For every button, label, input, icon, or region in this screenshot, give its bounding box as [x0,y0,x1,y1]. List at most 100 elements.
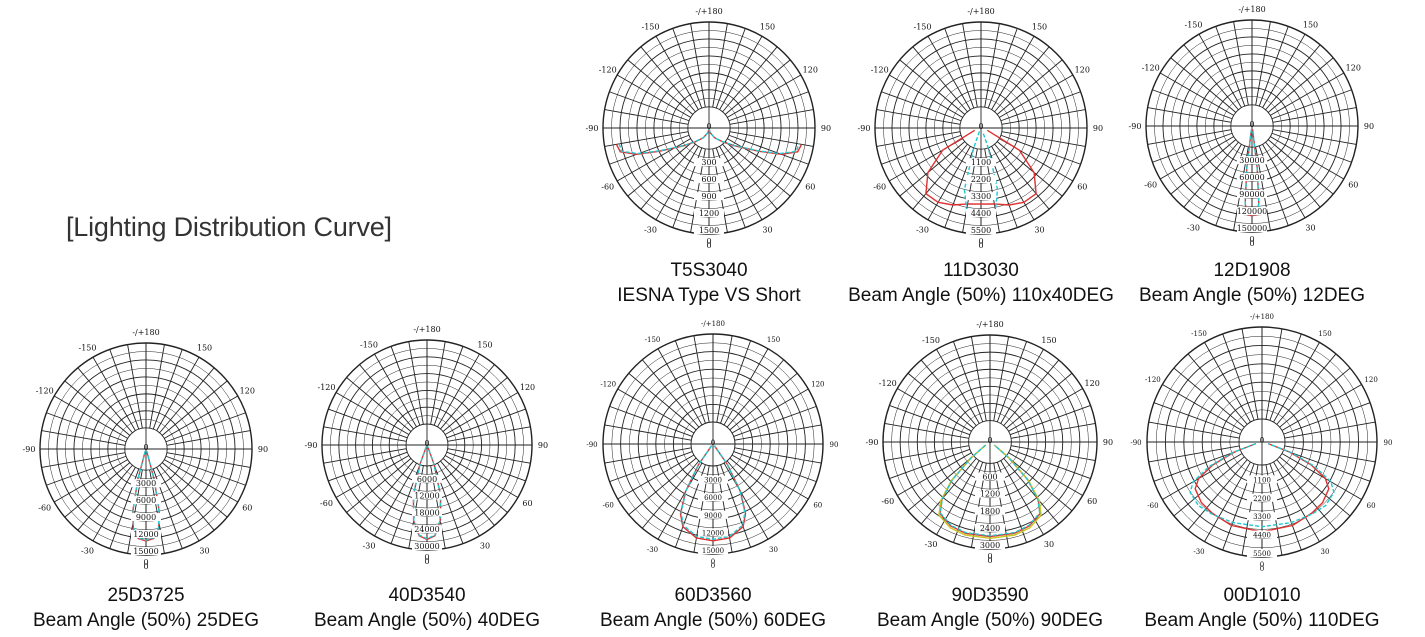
ring-value-label: 5500 [1253,550,1271,558]
ring-value-label: 300 [701,158,716,167]
angle-label: -90 [586,124,599,133]
angle-label: 0 [978,237,983,246]
model-code: 90D3590 [951,585,1029,606]
angle-label: 120 [803,66,818,75]
ring-value-label: 30000 [414,542,439,551]
angle-label: 30 [1305,223,1315,232]
ring-value-label: 3300 [1253,513,1271,521]
angle-label: 120 [1364,376,1377,384]
beam-description: Beam Angle (50%) 110DEG [1144,610,1380,631]
ring-value-label: 1500 [699,226,719,235]
angle-label: 90 [1384,439,1393,447]
angle-label: -60 [881,497,894,506]
section-heading: [Lighting Distribution Curve] [66,212,392,242]
angle-label: -30 [1193,548,1204,556]
curve-c90 [939,444,1041,537]
angle-label: 30 [199,546,209,555]
angle-label: -90 [586,441,597,449]
chart-caption: 90D3590 Beam Angle (50%) 90DEG [840,583,1140,633]
beam-description: Beam Angle (50%) 40DEG [313,610,540,631]
ring-value-label: 2200 [971,175,991,184]
angle-label: -60 [320,499,333,508]
polar-plot: -/+180 150 120 90 60 30 0 -30 -60 -90 -120 -150 0 300… [586,320,839,570]
angle-label: -120 [599,66,617,75]
polar-grid [882,334,1098,550]
angle-label: -120 [600,381,616,389]
angle-label: 60 [1087,497,1097,506]
ring-value-label: 1800 [980,507,1000,516]
angle-label: 60 [813,502,822,510]
angle-label: -90 [858,124,871,133]
curve-c90 [680,445,746,541]
ring-value-label: 15000 [702,547,724,555]
angle-label: -150 [922,336,940,345]
angle-label: -/+180 [1238,5,1265,14]
ring-value-label: 6000 [136,496,156,505]
angle-label: 0 [1260,565,1264,573]
angle-label: -90 [1130,439,1141,447]
ring-value-label: 12000 [414,492,439,501]
beam-description: Beam Angle (50%) 25DEG [32,610,259,631]
ring-value-label: 3000 [980,541,1000,550]
angle-label: -/+180 [701,320,725,328]
beam-description: Beam Angle (50%) 60DEG [599,610,826,631]
ring-value-label: 0 [711,439,715,447]
chart-caption: 00D1010 Beam Angle (50%) 110DEG [1112,583,1412,633]
angle-label: -150 [360,341,378,350]
ring-value-label: 3300 [971,192,991,201]
ring-value-label: 150000 [1237,224,1268,233]
chart-caption: 12D1908 Beam Angle (50%) 12DEG [1102,258,1402,308]
angle-label: 120 [240,387,255,396]
angle-label: 90 [258,445,268,454]
polar-grid [602,333,824,555]
polar-plot: -/+180 150 120 90 60 30 0 -30 -60 -90 -120 -150 0 110… [1130,313,1393,573]
angle-label: -30 [644,225,657,234]
ring-value-label: 60000 [1239,173,1264,182]
angle-label: 150 [767,336,780,344]
chart-caption: 25D3725 Beam Angle (50%) 25DEG [0,583,296,633]
polar-chart-12D1908: -/+180 150 120 90 60 30 0 -30 -60 -90 -120 -150 0 300… [1124,0,1380,254]
angle-label: -30 [925,540,938,549]
angle-label: -30 [81,546,94,555]
angle-label: -150 [1191,330,1207,338]
ring-value-label: 12000 [702,529,724,537]
angle-label: 60 [1367,502,1376,510]
angle-label: -60 [603,502,614,510]
ring-value-label: 30000 [1239,156,1264,165]
angle-label: 60 [805,183,815,192]
ring-value-label: 2400 [980,524,1000,533]
angle-label: 120 [811,381,824,389]
angle-label: 60 [242,504,252,513]
ring-value-label: 3000 [136,479,156,488]
angle-label: 120 [1346,64,1361,73]
model-code: 40D3540 [388,585,466,606]
model-code: 25D3725 [107,585,185,606]
ring-value-label: 18000 [414,508,439,517]
ring-value-label: 9000 [136,513,156,522]
angle-label: 90 [538,441,548,450]
angle-label: 30 [1321,548,1330,556]
curve-c0 [925,129,1037,206]
angle-label: -/+180 [413,325,440,334]
angle-label: 150 [197,344,212,353]
angle-label: 30 [480,542,490,551]
angle-label: -150 [79,344,97,353]
angle-label: -150 [914,23,932,32]
polar-chart-40D3540: -/+180 150 120 90 60 30 0 -30 -60 -90 -120 -150 0 600… [300,318,554,572]
angle-label: 90 [830,441,839,449]
ring-value-label: 1100 [971,158,991,167]
chart-caption: T5S3040 IESNA Type VS Short [559,258,859,308]
polar-chart-60D3560: -/+180 150 120 90 60 30 0 -30 -60 -90 -120 -150 0 300… [581,312,845,576]
polar-plot: -/+180 150 120 90 60 30 0 -30 -60 -90 -120 -150 0 110… [858,7,1104,250]
beam-description: Beam Angle (50%) 110x40DEG [848,285,1114,306]
angle-label: -60 [38,504,51,513]
ring-value-label: 0 [1249,120,1254,129]
angle-label: -/+180 [1250,313,1274,321]
angle-label: -90 [305,441,318,450]
beam-description: IESNA Type VS Short [617,285,801,306]
ring-value-label: 0 [1260,437,1264,445]
angle-label: 90 [1103,438,1113,447]
ring-value-label: 9000 [704,512,722,520]
angle-label: -90 [866,438,879,447]
model-code: 60D3560 [674,585,752,606]
